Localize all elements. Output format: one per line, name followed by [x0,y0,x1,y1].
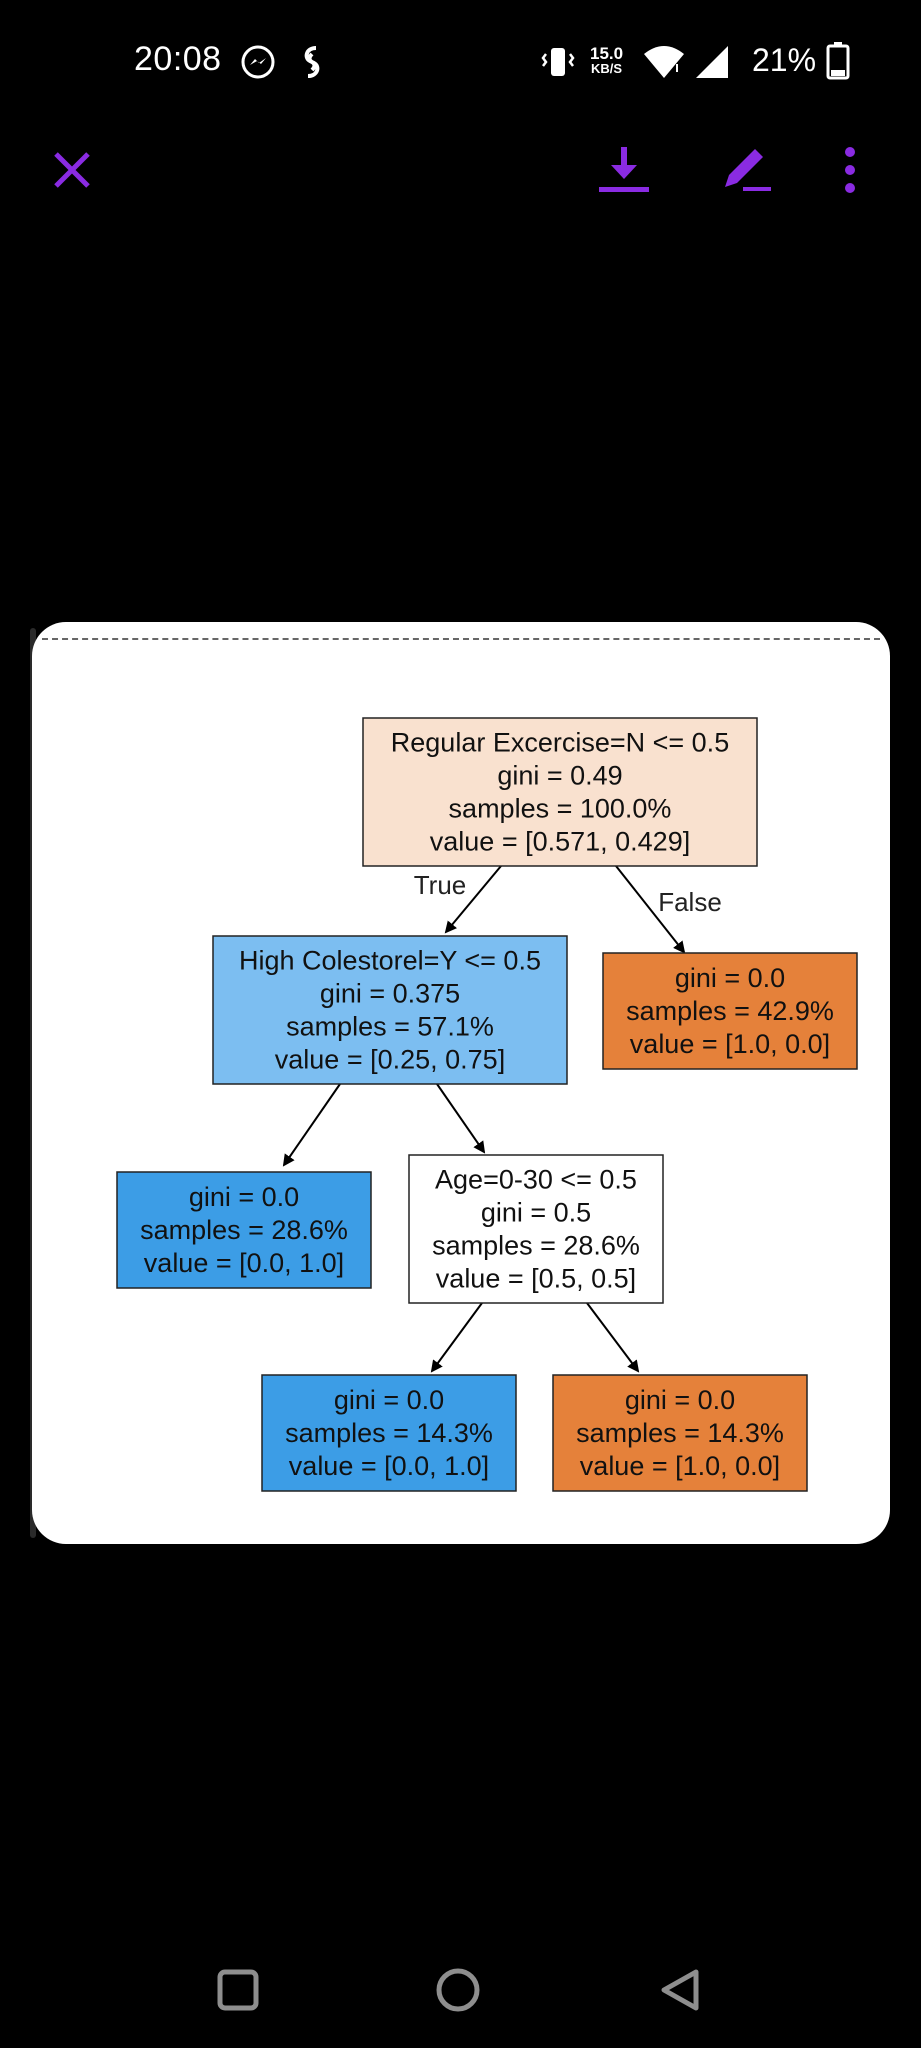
node-box [362,717,758,867]
node-text-line: samples = 42.9% [626,996,834,1026]
node-text-line: Regular Excercise=N <= 0.5 [391,728,729,758]
viewer-toolbar [0,130,921,210]
node-text-line: gini = 0.375 [320,979,460,1009]
download-icon [599,147,649,192]
status-bar: 20:08 15.0 KB/S 21% [0,0,921,120]
net-speed-value: 15.0 [590,44,624,63]
node-text-line: samples = 14.3% [285,1418,493,1448]
home-button[interactable] [408,1940,508,2040]
edge-label-false: False [658,887,722,917]
node-text-line: samples = 28.6% [140,1215,348,1245]
node-box [408,1154,664,1304]
wifi-icon [642,44,686,85]
shazam-icon [298,44,326,85]
edge-lr-right [586,1302,640,1373]
edge-left-leftright [436,1083,486,1154]
close-button[interactable] [32,130,112,210]
node-box [261,1374,517,1492]
node-text-line: samples = 57.1% [286,1012,494,1042]
more-options-button[interactable] [810,130,890,210]
image-preview[interactable]: True False Regular Excercise=N <= 0.5 gin… [32,622,890,1544]
edge-left-leftleft [282,1083,341,1167]
edge-lr-left [430,1302,483,1373]
node-text-line: value = [0.0, 1.0] [289,1451,489,1481]
back-icon [661,1969,699,2011]
node-box [212,935,568,1085]
node-text-line: samples = 14.3% [576,1418,784,1448]
close-icon [54,152,90,188]
node-text-line: samples = 100.0% [449,794,672,824]
home-icon [436,1968,480,2012]
battery-percent: 21% [752,42,817,78]
system-nav-bar [0,1940,921,2040]
edge-label-true: True [414,870,467,900]
node-text-line: gini = 0.0 [625,1385,735,1415]
recents-icon [217,1969,259,2011]
node-text-line: gini = 0.0 [189,1182,299,1212]
node-text-line: gini = 0.5 [481,1198,591,1228]
battery-icon [826,42,850,85]
node-text-line: value = [0.5, 0.5] [436,1264,636,1294]
node-text-line: value = [1.0, 0.0] [580,1451,780,1481]
decision-tree-diagram: True False Regular Excercise=N <= 0.5gin… [116,717,858,1492]
node-text-line: value = [0.25, 0.75] [275,1045,505,1075]
signal-icon [694,44,730,85]
node-box [552,1374,808,1492]
node-box [116,1171,372,1289]
node-text-line: High Colestorel=Y <= 0.5 [239,946,541,976]
node-text-line: gini = 0.0 [675,963,785,993]
edge-root-right [615,865,686,954]
node-text-line: gini = 0.49 [497,761,622,791]
node-text-line: value = [1.0, 0.0] [630,1029,830,1059]
edit-button[interactable] [706,130,786,210]
node-box [602,952,858,1070]
messenger-icon [240,44,276,85]
status-time: 20:08 [134,40,222,78]
node-text-line: value = [0.0, 1.0] [144,1248,344,1278]
vibrate-icon [538,44,578,85]
node-text-line: gini = 0.0 [334,1385,444,1415]
node-text-line: samples = 28.6% [432,1231,640,1261]
node-text-line: Age=0-30 <= 0.5 [435,1165,637,1195]
more-icon [845,147,855,193]
net-speed-unit: KB/S [591,61,623,76]
edit-icon [725,149,771,191]
edge-root-left [444,865,502,934]
back-button[interactable] [630,1940,730,2040]
dashed-divider [42,638,880,640]
recents-button[interactable] [188,1940,288,2040]
net-speed: 15.0 KB/S [590,44,624,76]
download-button[interactable] [584,130,664,210]
node-text-line: value = [0.571, 0.429] [430,827,690,857]
